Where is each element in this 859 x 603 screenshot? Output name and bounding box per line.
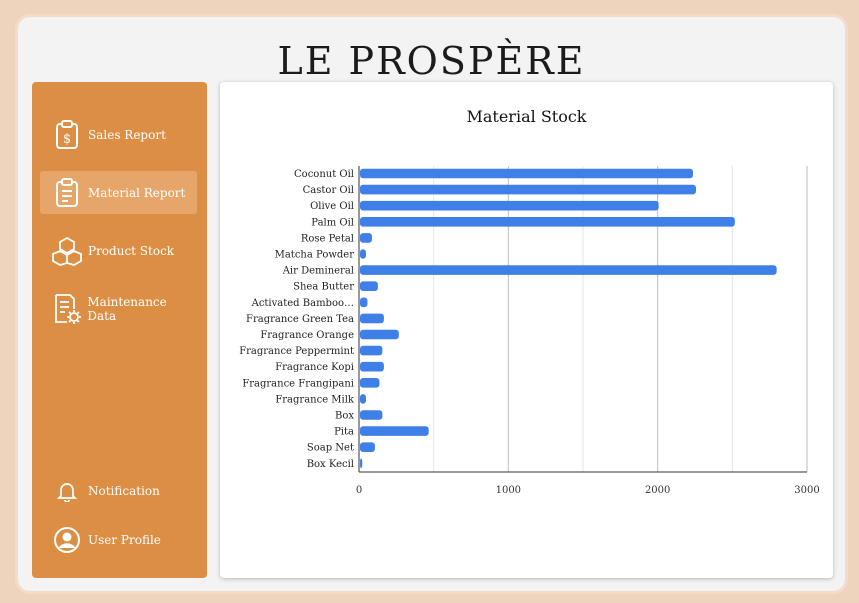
sidebar: $ Sales Report Material Report Product S… — [32, 82, 207, 578]
clipboard-list-icon — [52, 176, 82, 210]
category-label: Castor Oil — [303, 185, 354, 196]
category-label: Fragrance Frangipani — [242, 378, 354, 389]
boxes-icon — [52, 234, 82, 268]
category-label: Fragrance Orange — [260, 330, 354, 341]
bar — [360, 297, 368, 308]
bar — [360, 200, 659, 211]
bar — [360, 233, 372, 243]
x-tick-label: 0 — [356, 485, 362, 496]
svg-text:$: $ — [63, 132, 71, 147]
bar — [360, 410, 383, 420]
category-label: Soap Net — [307, 443, 354, 454]
x-tick-label: 1000 — [496, 485, 521, 496]
bar — [360, 329, 399, 340]
category-label: Palm Oil — [311, 217, 354, 228]
x-tick-label: 2000 — [645, 485, 670, 496]
category-label: Fragrance Green Tea — [246, 314, 354, 325]
sidebar-item-label: Notification — [88, 483, 160, 498]
bar — [360, 168, 694, 179]
bar — [360, 442, 375, 452]
user-circle-icon — [52, 523, 82, 557]
category-label: Pita — [334, 427, 354, 438]
bar — [360, 345, 383, 356]
category-label: Coconut Oil — [294, 169, 354, 180]
bar — [360, 361, 384, 372]
category-label: Box Kecil — [307, 459, 354, 470]
bar — [360, 249, 366, 259]
bar — [360, 217, 735, 227]
bar — [360, 426, 429, 436]
x-tick-label: 3000 — [794, 485, 819, 496]
clipboard-dollar-icon: $ — [52, 118, 82, 152]
sidebar-item-user-profile[interactable]: User Profile — [40, 518, 197, 561]
category-label: Fragrance Kopi — [275, 362, 354, 373]
bar — [360, 458, 363, 469]
bar — [360, 313, 384, 324]
bar — [360, 184, 696, 195]
category-label: Fragrance Peppermint — [239, 346, 354, 357]
category-label: Activated Bamboo… — [251, 298, 354, 309]
category-label: Shea Butter — [293, 282, 354, 293]
bar — [360, 265, 777, 275]
app-frame: LE PROSPÈRE $ Sales Report Material Repo… — [18, 17, 845, 591]
category-label: Rose Petal — [301, 233, 354, 244]
category-label: Box — [335, 411, 354, 422]
bar — [360, 281, 378, 291]
document-gear-icon — [52, 292, 81, 326]
chart-title: Material Stock — [466, 107, 587, 126]
sidebar-item-label: Material Report — [88, 185, 186, 200]
brand-logo: LE PROSPÈRE — [277, 39, 586, 83]
material-stock-chart: 0 1000 2000 3000 Coconut Oil Castor Oil Olive … — [239, 166, 820, 496]
category-label: Air Demineral — [282, 266, 354, 277]
bar — [360, 378, 380, 388]
category-label: Fragrance Milk — [275, 394, 355, 405]
sidebar-item-notification[interactable]: Notification — [40, 469, 197, 512]
category-label: Olive Oil — [310, 201, 354, 212]
category-label: Matcha Powder — [275, 250, 355, 261]
sidebar-item-label: Sales Report — [88, 127, 166, 142]
sidebar-item-product-stock[interactable]: Product Stock — [40, 229, 197, 272]
sidebar-item-label: User Profile — [88, 532, 161, 547]
sidebar-item-label: Product Stock — [88, 243, 175, 258]
sidebar-item-label: Maintenance Data — [87, 294, 167, 323]
sidebar-item-sales-report[interactable]: $ Sales Report — [40, 113, 197, 156]
bell-icon — [52, 474, 82, 508]
bar — [360, 394, 366, 404]
chart-card: Material Stock 0 1000 2000 3000 Coconut Oil C… — [220, 82, 833, 578]
sidebar-item-material-report[interactable]: Material Report — [40, 171, 197, 214]
sidebar-item-maintenance-data[interactable]: Maintenance Data — [40, 287, 197, 330]
